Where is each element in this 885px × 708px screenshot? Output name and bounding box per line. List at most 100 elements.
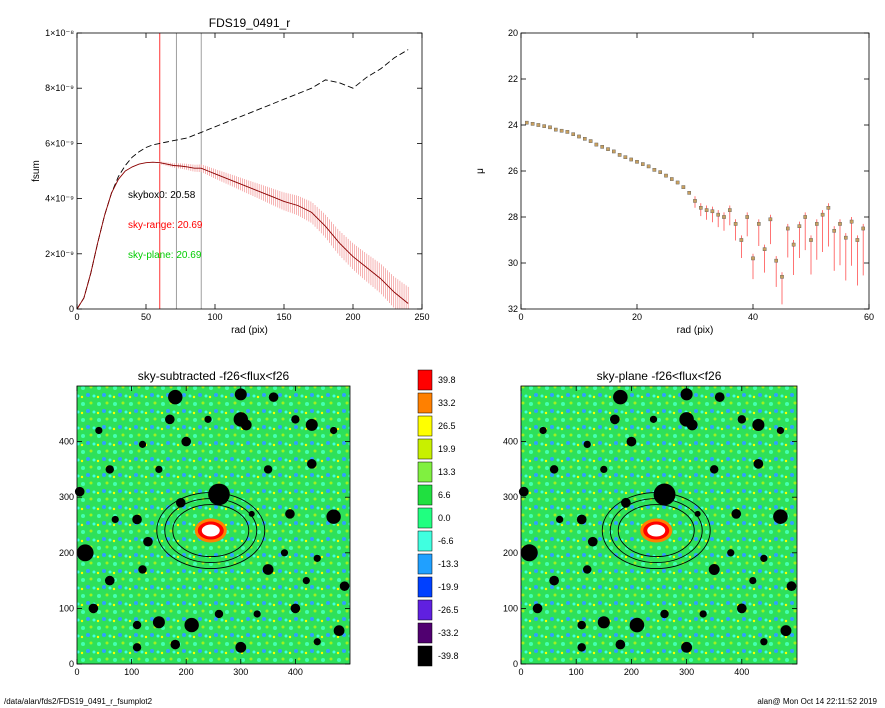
masked-source: [576, 514, 587, 525]
colorbar-swatch: [417, 369, 433, 391]
masked-source: [268, 392, 279, 402]
masked-source: [694, 510, 701, 517]
masked-source: [539, 426, 547, 435]
mu-point: [762, 247, 767, 252]
colorbar-swatch: [417, 576, 433, 598]
masked-source: [577, 643, 586, 652]
masked-source: [138, 440, 147, 448]
mu-xtick-label: 40: [748, 312, 758, 322]
mu-point: [583, 136, 587, 141]
fsum-annotation: skybox0: 20.58: [128, 190, 196, 201]
masked-source: [234, 388, 247, 401]
masked-source: [532, 603, 543, 614]
fsum-ytick-label: 0: [69, 304, 74, 314]
masked-source: [780, 625, 792, 637]
masked-source: [339, 581, 350, 591]
mu-point: [861, 226, 865, 231]
masked-source: [95, 426, 103, 435]
masked-source: [170, 639, 181, 650]
masked-source: [285, 509, 295, 519]
masked-source: [587, 536, 598, 547]
masked-source: [248, 510, 255, 517]
image2-frame: [76, 385, 351, 665]
masked-source: [184, 617, 199, 633]
mu-point: [844, 235, 848, 240]
image2-ytick-label: 300: [59, 492, 74, 502]
mu-point: [704, 208, 709, 212]
footer-stamp: alan@ Mon Oct 14 22:11:52 2019: [757, 697, 877, 706]
mu-point: [623, 155, 628, 160]
mu-frame: [520, 32, 870, 310]
image3-ytick-label: 200: [503, 548, 518, 558]
masked-source: [582, 565, 592, 574]
masked-source: [305, 418, 318, 431]
colorbar-label: 6.6: [438, 490, 451, 500]
masked-source: [773, 509, 788, 524]
masked-source: [253, 610, 261, 618]
masked-source: [680, 388, 693, 401]
masked-source: [263, 465, 273, 474]
image3-xtick-label: 400: [734, 667, 749, 677]
fsum-ytick-label: 8×10⁻⁹: [45, 83, 74, 93]
mu-point: [832, 228, 836, 233]
masked-source: [615, 639, 626, 650]
masked-source: [753, 458, 764, 469]
mu-ytick-label: 20: [508, 28, 518, 38]
masked-source: [181, 436, 192, 447]
galaxy-core: [647, 524, 666, 537]
image3-ytick-label: 100: [503, 603, 518, 613]
fsum-xtick-label: 0: [74, 312, 79, 322]
colorbar-swatch: [417, 645, 433, 667]
image2-ytick-label: 100: [59, 603, 74, 613]
mu-point: [791, 242, 796, 247]
masked-source: [235, 641, 247, 653]
colorbar-label: -26.5: [438, 605, 459, 615]
mu-point: [809, 238, 813, 242]
mu-point: [606, 147, 610, 151]
masked-source: [104, 575, 115, 586]
isophote-ellipse: [172, 504, 250, 558]
mu-point: [675, 180, 680, 185]
masked-source: [168, 389, 183, 405]
fsum-xtick-label: 100: [207, 312, 222, 322]
fsum-ytick-label: 1×10⁻⁸: [45, 28, 74, 38]
masked-source: [111, 515, 119, 524]
mu-point: [757, 222, 761, 226]
masked-source: [786, 581, 797, 592]
mu-point: [739, 238, 744, 242]
mu-point: [768, 217, 773, 222]
masked-source: [708, 564, 720, 575]
masked-source: [736, 603, 747, 614]
colorbar-swatch: [417, 507, 433, 529]
masked-source: [143, 536, 153, 547]
masked-source: [609, 414, 620, 425]
masked-source: [709, 465, 719, 474]
isophote-ellipse: [601, 492, 711, 570]
masked-source: [306, 459, 317, 469]
mu-point: [577, 134, 581, 139]
image3-xtick-label: 0: [518, 667, 523, 677]
colorbar-label: 33.2: [438, 398, 456, 408]
mu-panel: 0 20 40 60 20 22 24 26 28 30 32 rad (pix) μ: [475, 28, 874, 336]
colorbar-swatch: [417, 530, 433, 552]
fsum-xtick-label: 150: [276, 312, 291, 322]
mu-point: [786, 226, 790, 231]
masked-source: [577, 620, 586, 630]
masked-source: [240, 419, 252, 431]
colorbar-label: -19.9: [438, 582, 459, 592]
image2-ytick-label: 0: [69, 659, 74, 669]
image2-xtick-label: 300: [233, 667, 248, 677]
masked-source: [262, 564, 274, 575]
mu-point: [641, 162, 645, 166]
masked-source: [714, 392, 725, 402]
colorbar: 39.8 33.2 26.5 19.9 13.3 6.6 0.0 -6.6 -13.3 -19.9…: [417, 369, 459, 667]
galaxy-core: [201, 524, 220, 537]
masked-source: [76, 544, 94, 562]
fsum-title: FDS19_0491_r: [209, 16, 290, 30]
image3-ytick-label: 0: [513, 659, 518, 669]
masked-source: [165, 414, 175, 425]
masked-source: [290, 603, 301, 614]
mu-point: [594, 142, 599, 147]
masked-source: [138, 565, 147, 574]
